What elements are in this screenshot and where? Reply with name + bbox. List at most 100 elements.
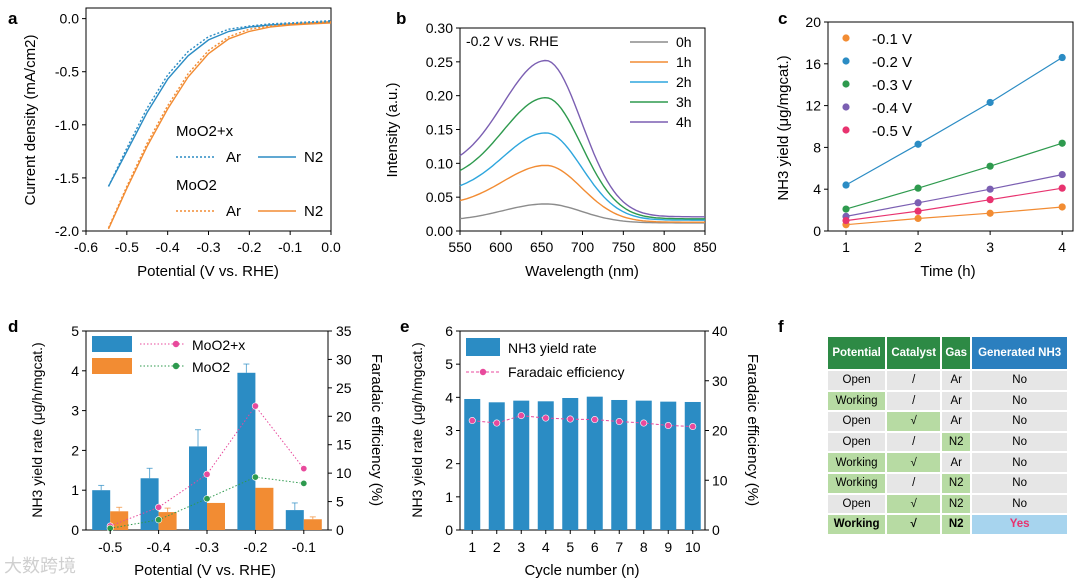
panel-e-bar <box>611 399 628 530</box>
panel-c-series-line <box>845 56 1063 186</box>
panel-a-xtick-label: -0.2 <box>237 239 261 255</box>
panel-a-legend: MoO2+x Ar N2 MoO2 Ar N2 <box>176 123 323 220</box>
panel-d-bar <box>92 490 111 530</box>
panel-a-ytick-label: -1.0 <box>55 117 79 133</box>
panel-c-legend-label: -0.3 V <box>872 77 912 94</box>
panel-c-data-point <box>1058 139 1066 147</box>
panel-e-y2tick-label: 30 <box>712 373 728 389</box>
panel-c-ytick-label: 8 <box>813 139 821 155</box>
panel-e-xtick-label: 2 <box>493 539 501 555</box>
panel-a-ytick-label: -2.0 <box>55 223 79 239</box>
panel-b-annotation: -0.2 V vs. RHE <box>466 33 559 49</box>
panel-c-data-point <box>842 216 850 225</box>
panel-d-xtick-label: -0.5 <box>98 539 122 555</box>
panel-e-ytick-label: 4 <box>445 389 453 405</box>
panel-a-chart: -0.6 -0.5 -0.4 -0.3 -0.2 -0.1 0.0 0.0 -0.5 -1.0 -1… <box>22 7 341 280</box>
panel-e-legend: NH3 yield rate Faradaic efficiency <box>466 338 624 380</box>
panel-label-f: f <box>778 317 784 336</box>
panel-c-data-point <box>914 214 922 223</box>
table-cell-generated: No <box>972 412 1067 431</box>
panel-e-xtick-label: 10 <box>685 539 701 555</box>
panel-d-y2tick-label: 15 <box>336 437 352 453</box>
panel-e-xtick-label: 1 <box>468 539 476 555</box>
table-cell-catalyst: √ <box>887 412 941 431</box>
table-cell-catalyst: √ <box>887 453 941 472</box>
table-cell-catalyst: / <box>887 371 941 390</box>
panel-d-xtick-label: -0.4 <box>147 539 171 555</box>
panel-c-series-line <box>845 187 1063 222</box>
panel-e-fe-point <box>468 417 476 425</box>
table-cell-gas: Ar <box>942 371 971 390</box>
table-cell-catalyst: √ <box>887 494 941 514</box>
panel-b-ytick-label: 0.15 <box>426 122 453 138</box>
panel-c-legend-marker <box>842 103 850 111</box>
panel-e-xtick-label: 6 <box>591 539 599 555</box>
table-row: Open / N2 No <box>828 432 1067 452</box>
panel-c-data-point <box>914 207 922 215</box>
panel-d-ytick-label: 4 <box>71 363 79 379</box>
panel-c-series-line <box>845 142 1063 210</box>
panel-c-xlabel: Time (h) <box>920 263 975 280</box>
panel-c-data-point <box>986 196 994 204</box>
panel-c-ytick-label: 4 <box>813 181 821 197</box>
panel-b-legend-label: 2h <box>676 74 692 90</box>
panel-d-xtick-label: -0.3 <box>195 539 219 555</box>
panel-b-legend-label: 0h <box>676 34 692 50</box>
panel-d-ytick-label: 2 <box>71 442 79 458</box>
panel-e-xlabel: Cycle number (n) <box>524 562 639 579</box>
panel-b-ytick-label: 0.20 <box>426 88 453 104</box>
panel-b-xtick-label: 550 <box>448 239 472 255</box>
table-cell-gas: Ar <box>942 412 971 431</box>
panel-a-ylabel: Current density (mA/cm2) <box>22 35 39 206</box>
panel-e-ytick-label: 3 <box>445 423 453 439</box>
panel-c-data-point <box>986 98 994 107</box>
panel-b-xtick-label: 750 <box>612 239 636 255</box>
panel-a-series-line <box>107 21 332 187</box>
panel-d-fe-point <box>203 495 211 503</box>
panel-e-fe-point <box>615 418 623 426</box>
table-row: Working √ N2 Yes <box>828 515 1067 534</box>
table-cell-generated: No <box>972 473 1067 493</box>
panel-e-y2tick-label: 10 <box>712 472 728 488</box>
panel-c-ytick-label: 20 <box>805 14 821 30</box>
panel-label-b: b <box>396 9 406 28</box>
panel-d-ytick-label: 5 <box>71 323 79 339</box>
panel-d-bar <box>207 502 225 530</box>
panel-b-legend-label: 1h <box>676 54 692 70</box>
panel-d-y2tick-label: 5 <box>336 494 344 510</box>
panel-e-fe-point <box>640 419 648 427</box>
table-header-potential: Potential <box>828 337 886 369</box>
panel-e-xtick-label: 3 <box>517 539 525 555</box>
panel-c-data-point <box>986 185 994 193</box>
panel-d-legend-bar-swatch <box>92 358 132 374</box>
panel-b-legend-label: 3h <box>676 94 692 110</box>
panel-e-legend-label: NH3 yield rate <box>508 340 597 356</box>
panel-e-fe-point <box>664 422 672 430</box>
table-cell-potential: Open <box>828 432 886 452</box>
panel-e-xtick-label: 9 <box>664 539 672 555</box>
panel-e-y2tick-label: 40 <box>712 323 728 339</box>
panel-b-ytick-label: 0.05 <box>426 189 453 205</box>
panel-label-e: e <box>400 317 409 336</box>
panel-e-fe-point <box>542 414 550 422</box>
table-cell-potential: Working <box>828 453 886 472</box>
panel-d-y2tick-label: 0 <box>336 522 344 538</box>
panel-c-data-point <box>914 184 922 192</box>
panel-e-fe-point <box>517 412 525 420</box>
table-cell-catalyst: / <box>887 473 941 493</box>
panel-a-series-line <box>107 22 332 230</box>
panel-f-table: Potential Catalyst Gas Generated NH3 Ope… <box>826 335 1069 536</box>
panel-c-xtick-label: 4 <box>1058 239 1066 255</box>
panel-c-legend-marker <box>842 126 850 134</box>
panel-e-bar <box>488 402 505 530</box>
panel-c-ylabel: NH3 yield (μg/mgcat.) <box>775 55 792 200</box>
panel-e-ytick-label: 0 <box>445 522 453 538</box>
panel-c-data-point <box>914 140 922 148</box>
panel-c-legend-label: -0.4 V <box>872 100 912 117</box>
table-header-row: Potential Catalyst Gas Generated NH3 <box>828 337 1067 369</box>
panel-b-chart: 550 600 650 700 750 800 850 0.00 0.05 0.10 0.15 0.2… <box>384 20 717 280</box>
table-cell-generated: No <box>972 391 1067 411</box>
panel-c-data-point <box>842 205 850 213</box>
